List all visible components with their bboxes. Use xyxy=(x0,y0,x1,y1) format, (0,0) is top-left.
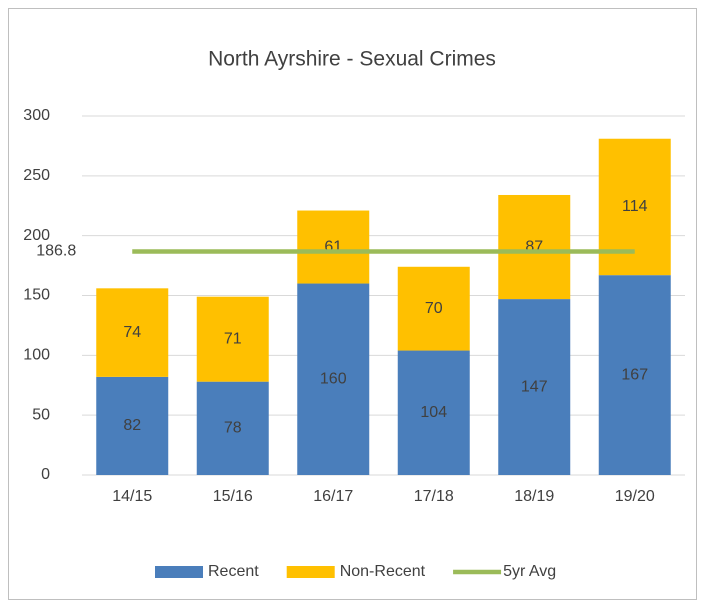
bar-segment xyxy=(196,296,269,382)
y-tick-label: 250 xyxy=(23,167,50,184)
x-tick-label: 17/18 xyxy=(414,488,454,505)
x-tick-label: 15/16 xyxy=(213,488,253,505)
y-tick-label: 300 xyxy=(23,107,50,124)
data-label: 186.8 xyxy=(36,243,76,260)
x-tick-label: 16/17 xyxy=(313,488,353,505)
bar-segment xyxy=(297,210,370,284)
data-label: 70 xyxy=(425,300,443,317)
bar-segment xyxy=(498,299,571,475)
data-label: 78 xyxy=(224,420,242,437)
data-label: 71 xyxy=(224,330,242,347)
legend-label: Recent xyxy=(208,563,259,580)
bar-segment xyxy=(397,350,470,475)
data-label: 114 xyxy=(622,198,648,215)
y-tick-label: 150 xyxy=(23,287,50,304)
bar-segment xyxy=(96,288,169,377)
legend-label: 5yr Avg xyxy=(503,563,556,580)
y-tick-label: 0 xyxy=(41,466,50,483)
data-label: 82 xyxy=(123,417,141,434)
x-tick-label: 18/19 xyxy=(514,488,554,505)
legend-label: Non-Recent xyxy=(340,563,426,580)
bar-segment xyxy=(196,381,269,475)
data-label: 147 xyxy=(521,378,548,395)
data-label: 104 xyxy=(420,404,447,421)
x-tick-label: 19/20 xyxy=(615,488,655,505)
legend-swatch xyxy=(286,566,335,578)
bar-segment xyxy=(96,376,169,475)
legend-swatch xyxy=(155,566,203,578)
data-label: 160 xyxy=(320,370,347,387)
y-tick-label: 100 xyxy=(23,347,50,364)
bar-segment xyxy=(498,194,571,300)
x-tick-label: 14/15 xyxy=(112,488,152,505)
data-label: 74 xyxy=(123,324,141,341)
data-label: 167 xyxy=(621,366,648,383)
bar-segment xyxy=(297,283,370,475)
bar-segment xyxy=(598,275,671,475)
bar-segment xyxy=(397,266,470,351)
chart-title: North Ayrshire - Sexual Crimes xyxy=(208,48,496,71)
y-tick-label: 200 xyxy=(23,227,50,244)
y-tick-label: 50 xyxy=(32,406,50,423)
